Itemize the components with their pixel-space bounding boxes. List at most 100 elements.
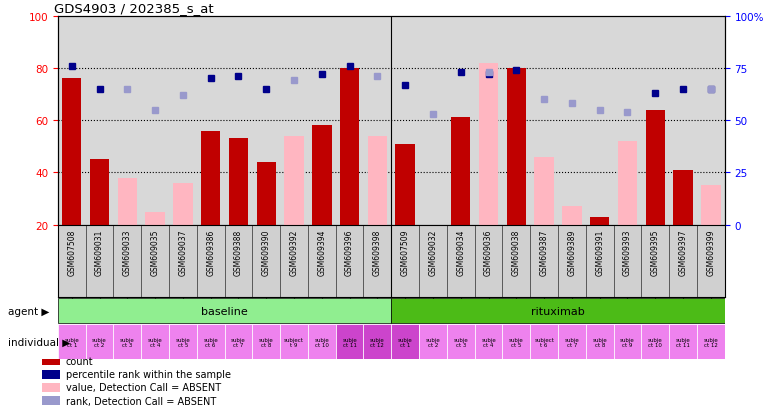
Bar	[363, 324, 391, 359]
Bar	[308, 324, 335, 359]
Text: GSM609034: GSM609034	[456, 229, 465, 275]
Bar	[534, 157, 554, 225]
Text: agent ▶: agent ▶	[8, 306, 49, 316]
Bar	[141, 324, 169, 359]
Text: GSM609033: GSM609033	[123, 229, 132, 275]
Bar	[169, 324, 197, 359]
Text: value, Detection Call = ABSENT: value, Detection Call = ABSENT	[66, 382, 221, 392]
Bar	[503, 324, 530, 359]
Bar	[280, 324, 308, 359]
Bar	[86, 324, 113, 359]
Text: GSM609399: GSM609399	[706, 229, 715, 275]
Text: baseline: baseline	[201, 306, 248, 316]
Bar	[42, 356, 60, 365]
Text: GSM609032: GSM609032	[429, 229, 437, 275]
Bar	[479, 64, 498, 225]
Text: GSM609395: GSM609395	[651, 229, 660, 275]
Text: GSM609393: GSM609393	[623, 229, 632, 275]
Bar	[312, 126, 332, 225]
Text: GSM609398: GSM609398	[373, 229, 382, 275]
Text: subje
ct 8: subje ct 8	[259, 337, 274, 347]
Text: subje
ct 12: subje ct 12	[370, 337, 385, 347]
Bar	[368, 136, 387, 225]
Text: GSM609389: GSM609389	[567, 229, 577, 275]
Text: GSM609397: GSM609397	[678, 229, 688, 275]
Bar	[586, 324, 614, 359]
Bar	[146, 212, 165, 225]
Bar	[252, 324, 280, 359]
Text: percentile rank within the sample: percentile rank within the sample	[66, 369, 231, 379]
Bar	[697, 324, 725, 359]
Text: subje
ct 6: subje ct 6	[204, 337, 218, 347]
Bar	[224, 324, 252, 359]
Text: GDS4903 / 202385_s_at: GDS4903 / 202385_s_at	[55, 2, 214, 15]
Bar	[391, 298, 725, 324]
Text: GSM609396: GSM609396	[345, 229, 354, 275]
Bar	[335, 324, 363, 359]
Text: subje
ct 8: subje ct 8	[592, 337, 607, 347]
Bar	[257, 163, 276, 225]
Text: individual ▶: individual ▶	[8, 337, 70, 347]
Text: subje
ct 7: subje ct 7	[231, 337, 246, 347]
Text: GSM609035: GSM609035	[150, 229, 160, 275]
Text: subje
ct 5: subje ct 5	[509, 337, 524, 347]
Bar	[58, 324, 86, 359]
Text: subje
ct 3: subje ct 3	[120, 337, 135, 347]
Bar	[117, 178, 137, 225]
Bar	[197, 324, 224, 359]
Bar	[673, 170, 693, 225]
Text: subject
t 9: subject t 9	[284, 337, 304, 347]
Text: subje
ct 2: subje ct 2	[426, 337, 440, 347]
Bar	[614, 324, 641, 359]
Bar	[475, 324, 503, 359]
Bar	[423, 225, 443, 251]
Text: GSM607509: GSM607509	[401, 229, 409, 275]
Text: subject
t 6: subject t 6	[534, 337, 554, 347]
Bar	[618, 142, 637, 225]
Text: subje
ct 12: subje ct 12	[703, 337, 719, 347]
Text: subje
ct 7: subje ct 7	[564, 337, 579, 347]
Bar	[284, 136, 304, 225]
Bar	[701, 186, 721, 225]
Bar	[89, 160, 109, 225]
Text: GSM607508: GSM607508	[67, 229, 76, 275]
Bar	[42, 383, 60, 392]
Bar	[419, 324, 447, 359]
Bar	[669, 324, 697, 359]
Bar	[58, 298, 391, 324]
Bar	[645, 110, 665, 225]
Text: subje
ct 3: subje ct 3	[453, 337, 468, 347]
Bar	[447, 324, 475, 359]
Bar	[391, 324, 419, 359]
Text: GSM609387: GSM609387	[540, 229, 549, 275]
Text: GSM609037: GSM609037	[178, 229, 187, 275]
Text: rank, Detection Call = ABSENT: rank, Detection Call = ABSENT	[66, 396, 216, 406]
Bar	[42, 370, 60, 379]
Text: GSM609390: GSM609390	[261, 229, 271, 275]
Text: subje
ct 11: subje ct 11	[342, 337, 357, 347]
Text: subje
ct 1: subje ct 1	[398, 337, 412, 347]
Text: subje
ct 11: subje ct 11	[675, 337, 691, 347]
Bar	[42, 396, 60, 406]
Text: subje
ct 9: subje ct 9	[620, 337, 635, 347]
Bar	[62, 79, 82, 225]
Bar	[201, 131, 221, 225]
Text: subje
ct 1: subje ct 1	[64, 337, 79, 347]
Text: subje
ct 5: subje ct 5	[176, 337, 190, 347]
Text: subje
ct 4: subje ct 4	[481, 337, 496, 347]
Text: rituximab: rituximab	[531, 306, 585, 316]
Bar	[590, 217, 609, 225]
Bar	[396, 144, 415, 225]
Bar	[113, 324, 141, 359]
Text: GSM609394: GSM609394	[318, 229, 326, 275]
Bar	[451, 118, 470, 225]
Text: GSM609038: GSM609038	[512, 229, 521, 275]
Bar	[562, 207, 581, 225]
Text: subje
ct 10: subje ct 10	[648, 337, 662, 347]
Text: GSM609392: GSM609392	[290, 229, 298, 275]
Bar	[173, 183, 193, 225]
Bar	[530, 324, 558, 359]
Bar	[340, 69, 359, 225]
Text: GSM609386: GSM609386	[206, 229, 215, 275]
Bar	[641, 324, 669, 359]
